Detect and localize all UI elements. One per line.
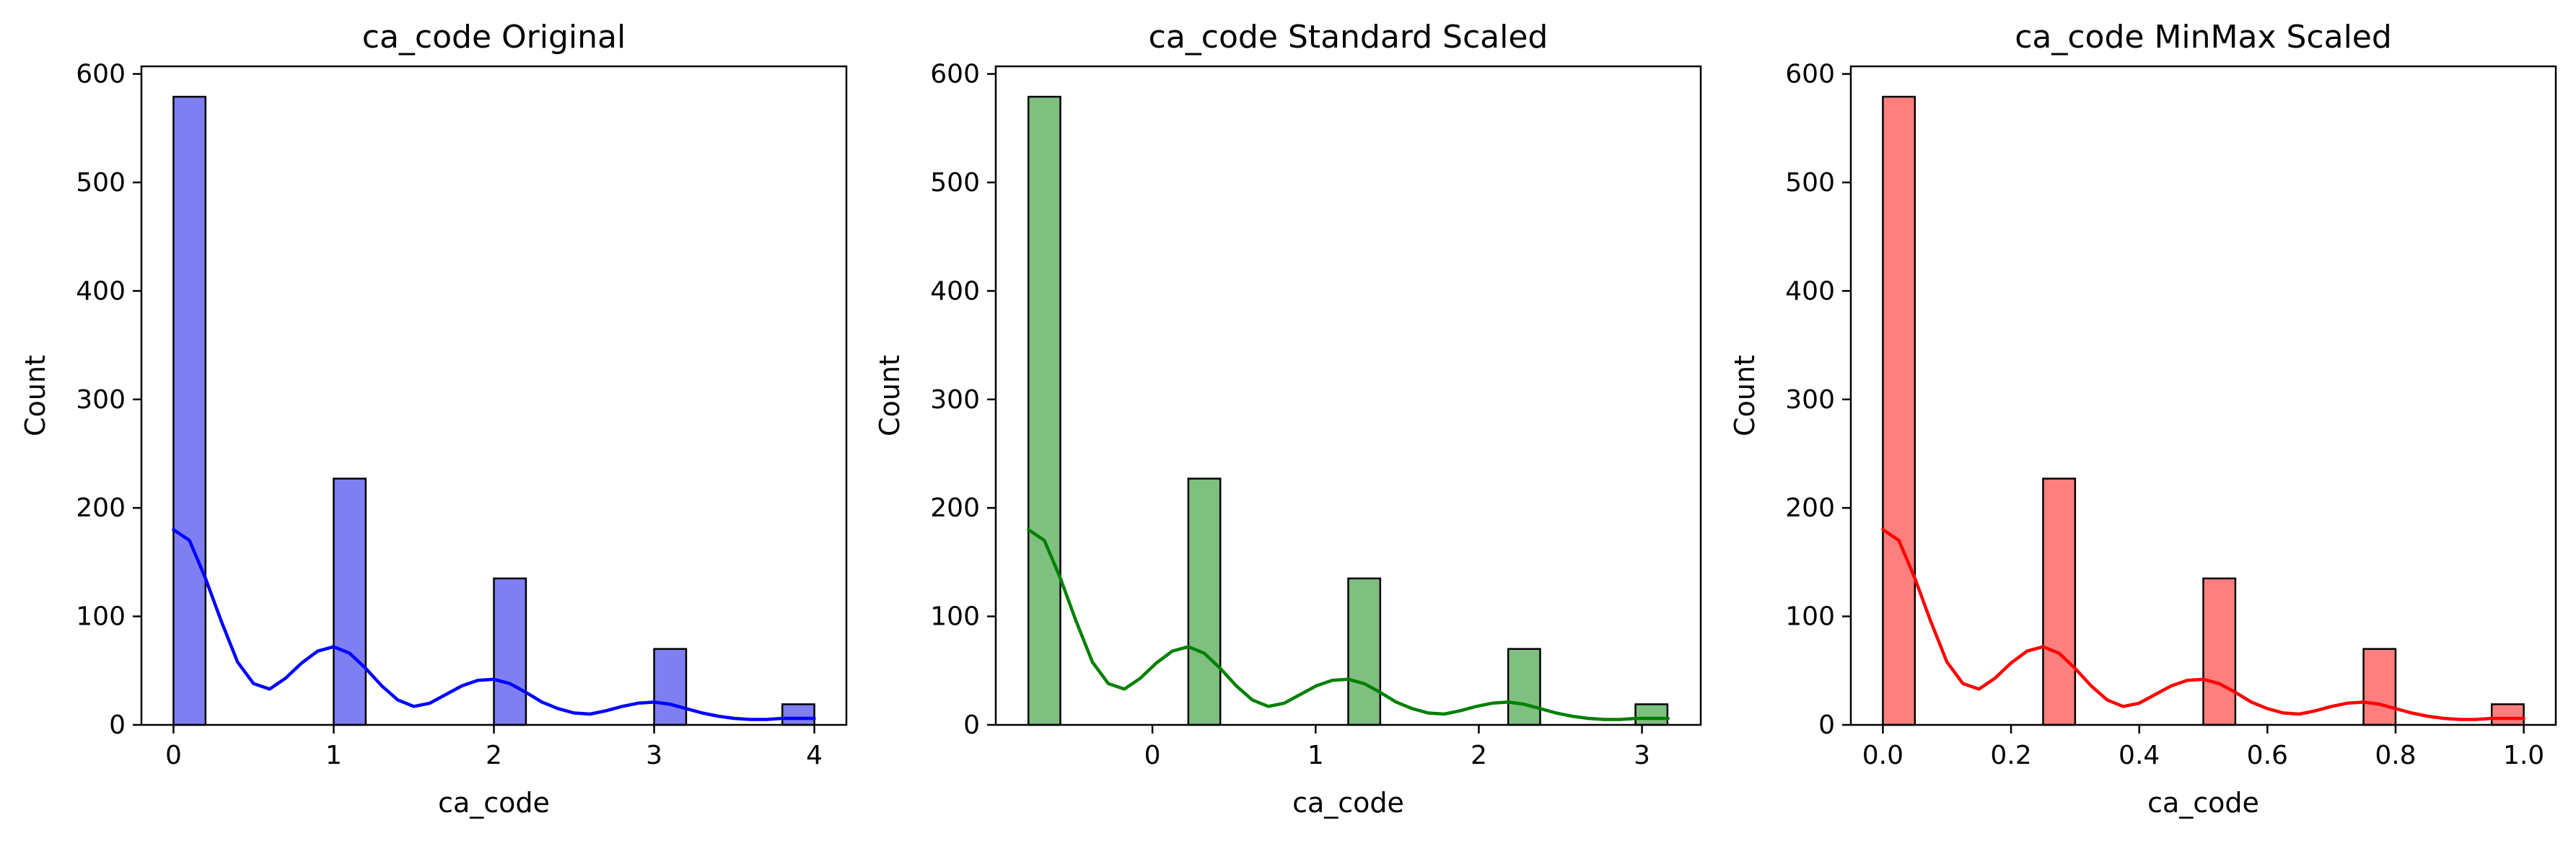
histogram-bar bbox=[493, 577, 527, 726]
x-axis-label: ca_code bbox=[438, 787, 550, 819]
x-tick-label: 2 bbox=[486, 741, 502, 770]
y-tick-label: 400 bbox=[76, 276, 126, 306]
x-tick-label: 0.6 bbox=[2247, 741, 2288, 770]
y-axis-label: Count bbox=[1729, 355, 1761, 436]
x-tick-label: 4 bbox=[806, 741, 823, 770]
y-tick-label: 600 bbox=[930, 60, 980, 89]
histogram-bar bbox=[653, 648, 688, 726]
histogram-bar bbox=[1882, 95, 1916, 726]
x-tick-label: 3 bbox=[646, 741, 662, 770]
histogram-bar bbox=[1347, 577, 1382, 726]
y-tick-label: 500 bbox=[1785, 168, 1835, 198]
histogram-bar bbox=[2362, 648, 2397, 726]
histogram-bar bbox=[1634, 703, 1669, 726]
y-tick-label: 300 bbox=[1785, 385, 1835, 415]
histogram-bar bbox=[2042, 477, 2077, 726]
y-tick-label: 600 bbox=[76, 60, 126, 89]
histogram-bar bbox=[2490, 703, 2525, 726]
axes-frame bbox=[994, 65, 1702, 726]
chart-title: ca_code MinMax Scaled bbox=[2015, 19, 2392, 56]
x-axis-label: ca_code bbox=[1292, 787, 1404, 819]
x-tick-label: 0.8 bbox=[2375, 741, 2416, 770]
y-tick-label: 0 bbox=[1818, 710, 1835, 740]
y-axis-label: Count bbox=[19, 355, 51, 436]
y-axis-label: Count bbox=[874, 355, 906, 436]
y-tick-label: 500 bbox=[930, 168, 980, 198]
x-tick-label: 0.0 bbox=[1862, 741, 1903, 770]
x-axis-label: ca_code bbox=[2147, 787, 2259, 819]
histogram-bar bbox=[172, 95, 207, 726]
chart-panel-3: 0 100 200 300 400 500 600 0.0 0.2 0.4 0.6 0.8 1.0 ca_… bbox=[1729, 19, 2557, 819]
histogram-bar bbox=[1027, 95, 1061, 726]
kde-line bbox=[172, 528, 816, 721]
y-tick-label: 600 bbox=[1785, 60, 1835, 89]
histogram-bar bbox=[333, 477, 367, 726]
kde-line bbox=[1026, 528, 1670, 721]
x-tick-label: 0.2 bbox=[1990, 741, 2031, 770]
y-tick-label: 300 bbox=[930, 385, 980, 415]
histogram-bar bbox=[1187, 477, 1222, 726]
y-tick-label: 400 bbox=[1785, 276, 1835, 306]
x-tick-label: 2 bbox=[1471, 741, 1487, 770]
x-tick-label: 0 bbox=[165, 741, 182, 770]
y-tick-label: 500 bbox=[76, 168, 126, 198]
histogram-bar bbox=[1507, 648, 1541, 726]
x-tick-label: 0 bbox=[1144, 741, 1161, 770]
x-tick-label: 3 bbox=[1634, 741, 1650, 770]
y-tick-label: 0 bbox=[963, 710, 980, 740]
y-tick-label: 100 bbox=[1785, 602, 1835, 632]
chart-title: ca_code Standard Scaled bbox=[1149, 19, 1548, 56]
y-tick-label: 200 bbox=[930, 493, 980, 523]
chart-panel-1: 0 100 200 300 400 500 600 0 1 2 3 4 ca_code Original… bbox=[19, 19, 848, 819]
histogram-bar bbox=[2202, 577, 2237, 726]
kde-line bbox=[1881, 528, 2525, 721]
y-tick-label: 200 bbox=[76, 493, 126, 523]
x-tick-label: 1 bbox=[325, 741, 342, 770]
x-tick-label: 0.4 bbox=[2119, 741, 2160, 770]
x-tick-label: 1.0 bbox=[2503, 741, 2544, 770]
x-tick-label: 1 bbox=[1307, 741, 1324, 770]
y-tick-label: 200 bbox=[1785, 493, 1835, 523]
y-tick-label: 400 bbox=[930, 276, 980, 306]
chart-panel-2: 0 100 200 300 400 500 600 0 1 2 3 ca_code Standard … bbox=[874, 19, 1702, 819]
y-tick-label: 300 bbox=[76, 385, 126, 415]
y-tick-label: 0 bbox=[109, 710, 126, 740]
histogram-bar bbox=[781, 703, 815, 726]
y-tick-label: 100 bbox=[930, 602, 980, 632]
y-tick-label: 100 bbox=[76, 602, 126, 632]
axes-frame bbox=[1849, 65, 2557, 726]
chart-title: ca_code Original bbox=[362, 19, 626, 56]
